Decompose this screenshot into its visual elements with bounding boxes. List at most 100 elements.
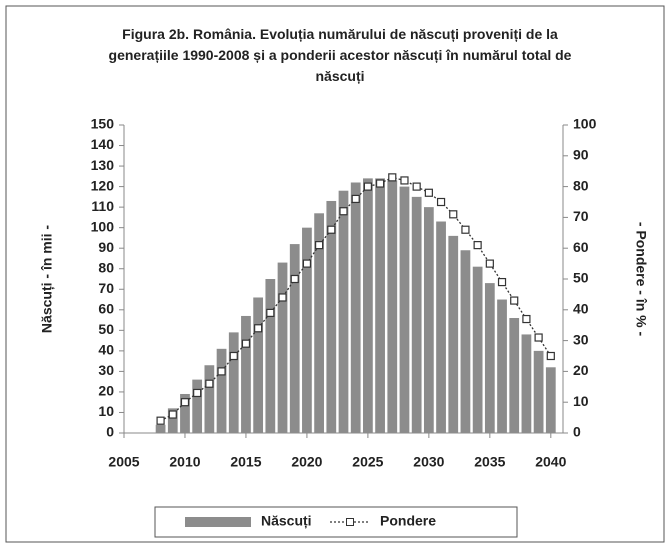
chart-title: Figura 2b. România. Evoluția numărului d… (108, 26, 572, 84)
y-tick-label: 80 (98, 259, 114, 275)
marker (388, 173, 397, 182)
marker (400, 176, 409, 185)
bar (167, 408, 178, 433)
bar (521, 334, 532, 433)
bar (314, 213, 324, 433)
bar (216, 348, 227, 433)
marker (522, 314, 531, 324)
y2-tick-label: 0 (573, 424, 581, 440)
bar (472, 266, 483, 433)
marker (485, 259, 494, 268)
marker (278, 293, 287, 302)
legend-label: Pondere (380, 513, 436, 529)
y2-tick-label: 80 (573, 177, 589, 193)
bar (497, 299, 507, 433)
bar (338, 190, 349, 433)
marker (449, 210, 458, 219)
y2-tick-label: 40 (573, 301, 589, 317)
bar (204, 365, 215, 433)
legend-marker (346, 518, 354, 526)
y-tick-label: 120 (91, 177, 115, 193)
marker (339, 207, 348, 216)
bar (192, 379, 203, 433)
bar (241, 315, 251, 433)
bar (253, 297, 264, 433)
bar (302, 227, 312, 433)
marker (266, 308, 275, 317)
marker (327, 225, 336, 234)
marker (302, 259, 312, 268)
y-axis-label: Născuți - în mii - (39, 225, 55, 333)
y-tick-label: 30 (98, 362, 114, 378)
y2-tick-label: 30 (573, 331, 589, 347)
y-tick-label: 10 (98, 403, 114, 419)
marker (375, 179, 385, 188)
y-tick-label: 50 (98, 321, 114, 337)
y2-tick-label: 100 (573, 116, 597, 132)
y-tick-label: 130 (91, 157, 115, 173)
x-tick-label: 2025 (352, 454, 383, 470)
bar (155, 424, 166, 433)
y-tick-label: 140 (91, 136, 115, 152)
marker (473, 241, 482, 250)
bar (460, 250, 471, 433)
marker (290, 274, 299, 284)
bar (180, 393, 190, 433)
y-tick-label: 90 (98, 239, 114, 255)
marker (254, 324, 263, 333)
bar (411, 196, 422, 433)
marker (534, 333, 543, 342)
bar (448, 235, 459, 433)
bar (509, 318, 520, 433)
x-tick-label: 2010 (169, 454, 200, 470)
y-tick-label: 60 (98, 301, 114, 317)
marker (424, 188, 433, 197)
bar (326, 200, 337, 433)
y2-tick-label: 70 (573, 208, 589, 224)
marker (351, 194, 360, 204)
bar (399, 186, 410, 433)
y-tick-label: 110 (91, 198, 114, 214)
y2-tick-label: 20 (573, 362, 589, 378)
y2-tick-label: 90 (573, 147, 589, 163)
y-tick-label: 40 (98, 342, 114, 358)
bar (265, 279, 276, 433)
marker (193, 388, 202, 398)
bar (363, 178, 373, 433)
y2-axis-label: - Pondere - în % - (633, 222, 649, 337)
y-tick-label: 20 (98, 383, 114, 399)
bar (289, 244, 300, 433)
x-tick-label: 2040 (535, 454, 566, 470)
marker (180, 398, 190, 407)
bar (350, 182, 361, 433)
legend-swatch (185, 517, 251, 527)
y2-tick-label: 60 (573, 239, 589, 255)
y2-tick-label: 10 (573, 393, 589, 409)
x-tick-label: 2020 (291, 454, 322, 470)
bar (277, 262, 288, 433)
y2-tick-label: 50 (573, 270, 589, 286)
marker (363, 182, 372, 191)
y-tick-label: 150 (91, 116, 115, 132)
marker (546, 351, 555, 361)
y-tick-label: 70 (98, 280, 114, 296)
bar (375, 178, 385, 433)
marker (205, 379, 214, 388)
marker (168, 410, 177, 419)
marker (510, 296, 519, 305)
marker (156, 416, 165, 425)
marker (412, 182, 421, 191)
legend-label: Născuți (261, 513, 312, 529)
bar (545, 367, 556, 433)
marker (229, 351, 238, 361)
marker (241, 339, 251, 348)
bar (423, 207, 434, 433)
x-tick-label: 2035 (474, 454, 505, 470)
y-tick-label: 0 (106, 424, 114, 440)
bar (484, 283, 495, 433)
bar (533, 350, 544, 433)
y-tick-label: 100 (91, 218, 115, 234)
bar (387, 180, 398, 433)
